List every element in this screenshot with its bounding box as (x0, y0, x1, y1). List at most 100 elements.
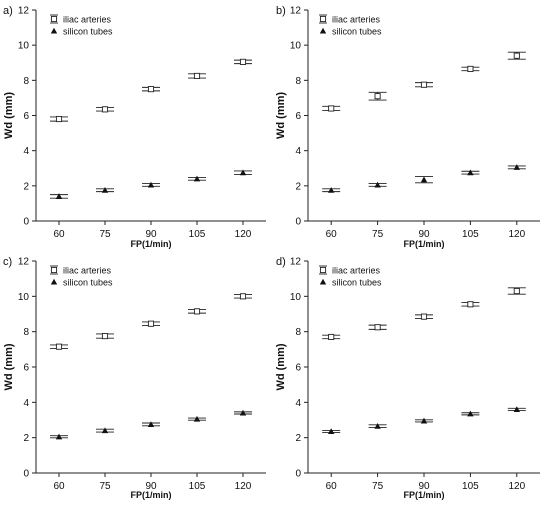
legend-label: silicon tubes (332, 278, 382, 288)
legend-marker-triangle (50, 27, 58, 34)
data-point-square (374, 324, 381, 331)
x-tick-label: 60 (53, 229, 65, 240)
legend-marker-triangle (319, 27, 327, 34)
data-point-triangle (147, 181, 155, 188)
y-tick-label: 2 (23, 433, 29, 444)
data-point-triangle (513, 406, 520, 412)
series-2 (50, 409, 252, 440)
data-point-triangle (328, 187, 335, 193)
panel-label: a) (3, 5, 13, 17)
x-tick-label: 105 (189, 229, 206, 240)
chart-panel-4: d) 0 2 4 6 8 10 12 60 75 90 105 120 Wd (mm) FP(1/min) i… (275, 256, 540, 500)
data-point-triangle (55, 433, 63, 440)
chart-panel-2: b) 0 2 4 6 8 10 12 60 75 90 105 120 Wd (mm) FP(1/min) i… (275, 5, 540, 249)
y-tick-label: 10 (290, 292, 302, 303)
panel-label: b) (276, 5, 286, 17)
series-1 (322, 51, 526, 112)
data-point-triangle (101, 187, 109, 193)
y-tick-label: 2 (295, 433, 301, 444)
y-tick-label: 8 (23, 327, 29, 338)
data-point-triangle (193, 415, 201, 422)
data-point-triangle (239, 169, 247, 176)
x-tick-label: 90 (145, 229, 157, 240)
data-point-triangle (101, 427, 109, 434)
y-tick-label: 2 (295, 181, 301, 192)
data-point-triangle (147, 421, 155, 427)
y-axis-label: Wd (mm) (3, 92, 15, 139)
series-2 (322, 406, 526, 435)
data-point-square (328, 333, 335, 341)
y-tick-label: 4 (295, 146, 301, 157)
data-point-square (193, 308, 201, 315)
x-tick-label: 105 (189, 481, 206, 492)
y-tick-label: 12 (290, 257, 302, 268)
y-tick-label: 8 (295, 327, 301, 338)
legend-label: silicon tubes (63, 278, 113, 288)
legend-label: iliac arteries (332, 15, 381, 25)
legend-marker-square (50, 15, 58, 23)
y-tick-label: 6 (295, 111, 301, 122)
legend: iliac arteries silicon tubes (50, 266, 113, 288)
data-point-triangle (193, 175, 201, 182)
x-tick-label: 90 (145, 481, 157, 492)
y-axis-label: Wd (mm) (275, 343, 287, 390)
y-axis-label: Wd (mm) (3, 343, 15, 390)
legend-label: silicon tubes (332, 27, 382, 37)
x-tick-label: 75 (372, 481, 384, 492)
x-tick-label: 120 (508, 229, 525, 240)
x-tick-label: 75 (99, 481, 111, 492)
data-point-triangle (467, 410, 474, 417)
data-point-square (467, 65, 474, 72)
legend-label: silicon tubes (63, 27, 113, 37)
data-point-square (328, 105, 335, 112)
x-tick-label: 120 (235, 229, 252, 240)
data-point-square (420, 313, 428, 320)
data-point-triangle (420, 417, 428, 424)
y-tick-label: 10 (290, 41, 302, 52)
legend-marker-triangle (50, 278, 58, 285)
data-point-square (374, 93, 381, 100)
y-tick-label: 4 (295, 398, 301, 409)
y-tick-label: 0 (295, 469, 301, 480)
data-point-square (193, 72, 201, 79)
x-axis-label: FP(1/min) (403, 490, 444, 500)
data-point-square (101, 333, 109, 340)
legend: iliac arteries silicon tubes (319, 266, 382, 288)
y-tick-label: 10 (18, 292, 30, 303)
y-tick-label: 12 (290, 6, 302, 17)
data-point-square (420, 81, 428, 88)
legend-marker-square (319, 15, 327, 23)
data-point-triangle (374, 422, 381, 429)
legend-label: iliac arteries (332, 266, 381, 276)
y-tick-label: 6 (295, 363, 301, 374)
legend: iliac arteries silicon tubes (50, 15, 113, 37)
series-1 (50, 293, 252, 350)
y-tick-label: 10 (18, 41, 30, 52)
data-point-square (467, 301, 474, 308)
x-tick-label: 60 (53, 481, 65, 492)
panel-label: d) (276, 256, 286, 268)
data-point-square (147, 86, 155, 93)
y-tick-label: 8 (295, 76, 301, 87)
data-point-square (55, 343, 63, 350)
data-point-triangle (374, 181, 381, 188)
legend: iliac arteries silicon tubes (319, 15, 382, 37)
y-tick-label: 0 (23, 217, 29, 228)
y-tick-label: 2 (23, 181, 29, 192)
data-point-square (239, 58, 247, 65)
series-2 (50, 169, 252, 199)
y-tick-label: 0 (23, 469, 29, 480)
series-2 (322, 164, 526, 193)
y-tick-label: 4 (23, 146, 29, 157)
x-tick-label: 105 (462, 229, 479, 240)
x-tick-label: 60 (326, 481, 338, 492)
x-tick-label: 120 (235, 481, 252, 492)
x-tick-label: 90 (418, 481, 430, 492)
chart-panel-1: a) 0 2 4 6 8 10 12 60 75 90 105 120 Wd (mm) FP(1/min) i… (3, 5, 266, 249)
x-tick-label: 105 (462, 481, 479, 492)
y-tick-label: 8 (23, 76, 29, 87)
data-point-triangle (239, 409, 247, 416)
data-point-triangle (55, 193, 63, 199)
